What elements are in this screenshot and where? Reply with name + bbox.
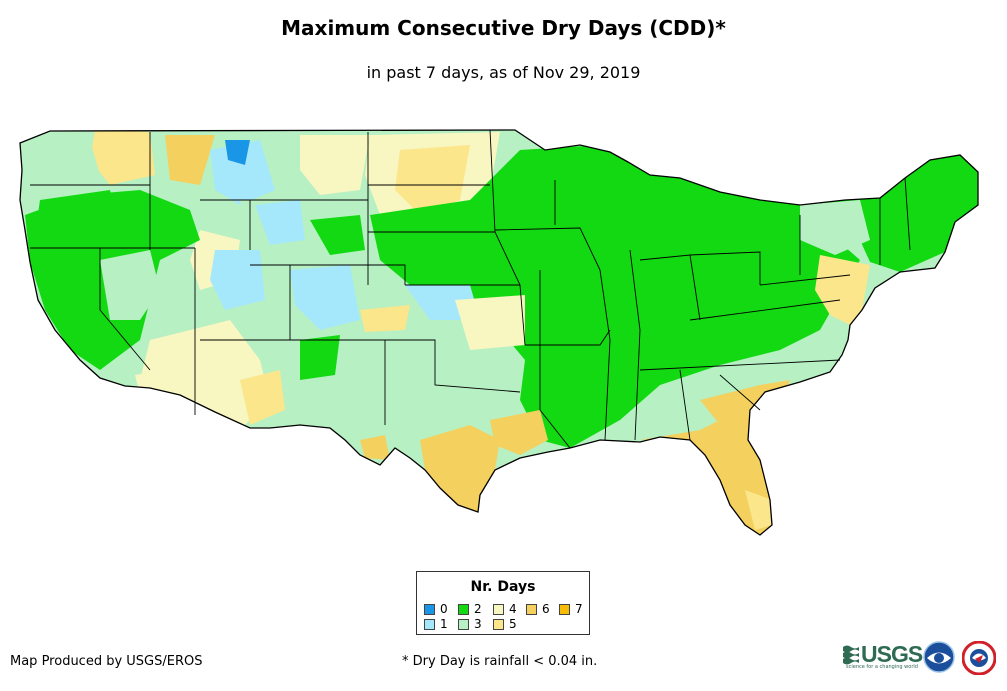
legend-swatch-1: [424, 618, 435, 630]
legend-swatch-0: [424, 603, 435, 615]
legend: Nr. Days 0 1 2 3 4 5 6 7: [416, 571, 590, 635]
map-title: Maximum Consecutive Dry Days (CDD)*: [281, 16, 726, 40]
legend-label-1: 1: [440, 617, 448, 631]
legend-title: Nr. Days: [470, 579, 536, 595]
legend-item-3: 3: [458, 617, 482, 631]
state-boundaries: [19, 129, 979, 536]
map-subtitle: in past 7 days, as of Nov 29, 2019: [366, 63, 641, 82]
legend-swatch-7: [559, 603, 570, 615]
legend-label-6: 6: [542, 602, 550, 616]
legend-swatch-2: [458, 603, 469, 615]
cdd-raster: [20, 130, 978, 535]
legend-label-4: 4: [509, 602, 517, 616]
legend-item-4: 4: [493, 602, 517, 616]
legend-label-0: 0: [440, 602, 448, 616]
legend-item-1: 1: [424, 617, 448, 631]
legend-item-6: 6: [526, 602, 550, 616]
legend-item-0: 0: [424, 602, 448, 616]
legend-swatch-3: [458, 618, 469, 630]
usgs-wordmark: USGS: [861, 641, 923, 667]
noaa-logo: [923, 641, 955, 673]
legend-item-5: 5: [493, 617, 517, 631]
legend-swatch-4: [493, 603, 504, 615]
usgs-tagline: science for a changing world: [846, 664, 918, 670]
legend-swatch-6: [526, 603, 537, 615]
legend-label-7: 7: [575, 602, 583, 616]
legend-item-7: 7: [559, 602, 583, 616]
legend-label-3: 3: [474, 617, 482, 631]
nws-logo: [962, 641, 996, 675]
legend-item-2: 2: [458, 602, 482, 616]
legend-label-5: 5: [509, 617, 517, 631]
state-lines: [30, 129, 911, 449]
legend-swatch-5: [493, 618, 504, 630]
footnote-text: * Dry Day is rainfall < 0.04 in.: [402, 654, 598, 669]
usgs-logo: [843, 645, 859, 665]
credit-text: Map Produced by USGS/EROS: [10, 654, 203, 669]
cdd-map: [19, 129, 979, 536]
legend-label-2: 2: [474, 602, 482, 616]
